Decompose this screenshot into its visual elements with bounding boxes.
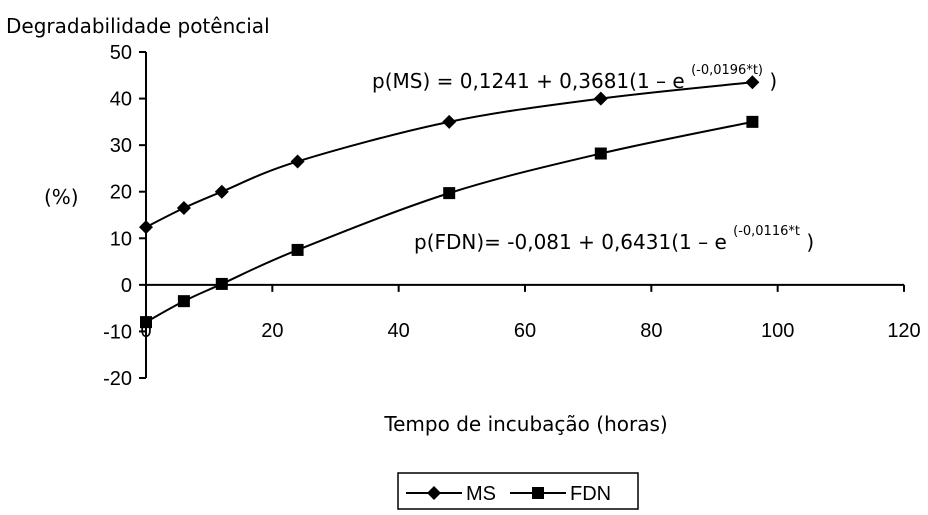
y-tick-label: 0 (121, 275, 132, 297)
data-point-fdn (291, 243, 304, 256)
legend-marker-ms (427, 486, 441, 500)
equation-ms-base: p(MS) = 0,1241 + 0,3681(1 – e (372, 69, 685, 93)
equation-ms-close: ) (769, 69, 777, 93)
legend-marker-fdn (532, 487, 544, 499)
series-layer (139, 75, 760, 329)
y-tick-label: -10 (103, 321, 132, 343)
chart-title: Degradabilidade potêncial (6, 14, 270, 38)
y-tick-label: -20 (103, 368, 132, 390)
x-axis-label: Tempo de incubação (horas) (383, 412, 667, 436)
data-point-ms (290, 154, 305, 169)
x-tick-label: 80 (640, 320, 662, 342)
equation-ms: p(MS) = 0,1241 + 0,3681(1 – e (-0,0196*t… (372, 55, 777, 93)
y-tick-label: 50 (110, 42, 132, 64)
x-tick-label: 100 (761, 320, 794, 342)
data-point-fdn (177, 295, 190, 308)
equation-ms-exponent: (-0,0196*t) (691, 63, 763, 78)
data-point-ms (139, 220, 153, 235)
equation-fdn: p(FDN)= -0,081 + 0,6431(1 – e (-0,0116*t… (414, 216, 814, 254)
legend-box (397, 472, 639, 510)
data-point-ms (745, 75, 760, 90)
legend-label-ms: MS (466, 483, 496, 505)
data-point-ms (593, 91, 608, 106)
y-tick-label: 10 (110, 228, 132, 250)
x-tick-label: 20 (261, 320, 283, 342)
data-point-ms (176, 201, 191, 216)
x-tick-label: 40 (388, 320, 410, 342)
y-tick-label: 20 (110, 182, 132, 204)
x-tick-label: 60 (514, 320, 536, 342)
axes: -20 -10 0 10 20 30 40 50 0 20 40 60 80 100 120 (103, 42, 921, 390)
data-point-fdn (594, 147, 607, 160)
y-tick-label: 30 (110, 135, 132, 157)
data-point-fdn (140, 316, 152, 329)
data-point-ms (214, 184, 229, 199)
data-point-fdn (746, 115, 759, 128)
data-point-fdn (443, 187, 456, 200)
series-line-fdn (145, 120, 753, 323)
x-tick-label: 120 (887, 320, 920, 342)
equation-fdn-base: p(FDN)= -0,081 + 0,6431(1 – e (414, 230, 727, 254)
equation-fdn-close: ) (806, 230, 814, 254)
equation-fdn-exponent: (-0,0116*t (733, 224, 800, 239)
x-tick-label: 0 (140, 320, 151, 342)
legend-label-fdn: FDN (570, 483, 611, 505)
legend: MS FDN (397, 472, 639, 510)
series-line-ms (145, 81, 753, 229)
y-axis-label: (%) (44, 185, 79, 209)
data-point-ms (442, 114, 457, 129)
data-point-fdn (215, 277, 228, 290)
y-tick-label: 40 (110, 89, 132, 111)
